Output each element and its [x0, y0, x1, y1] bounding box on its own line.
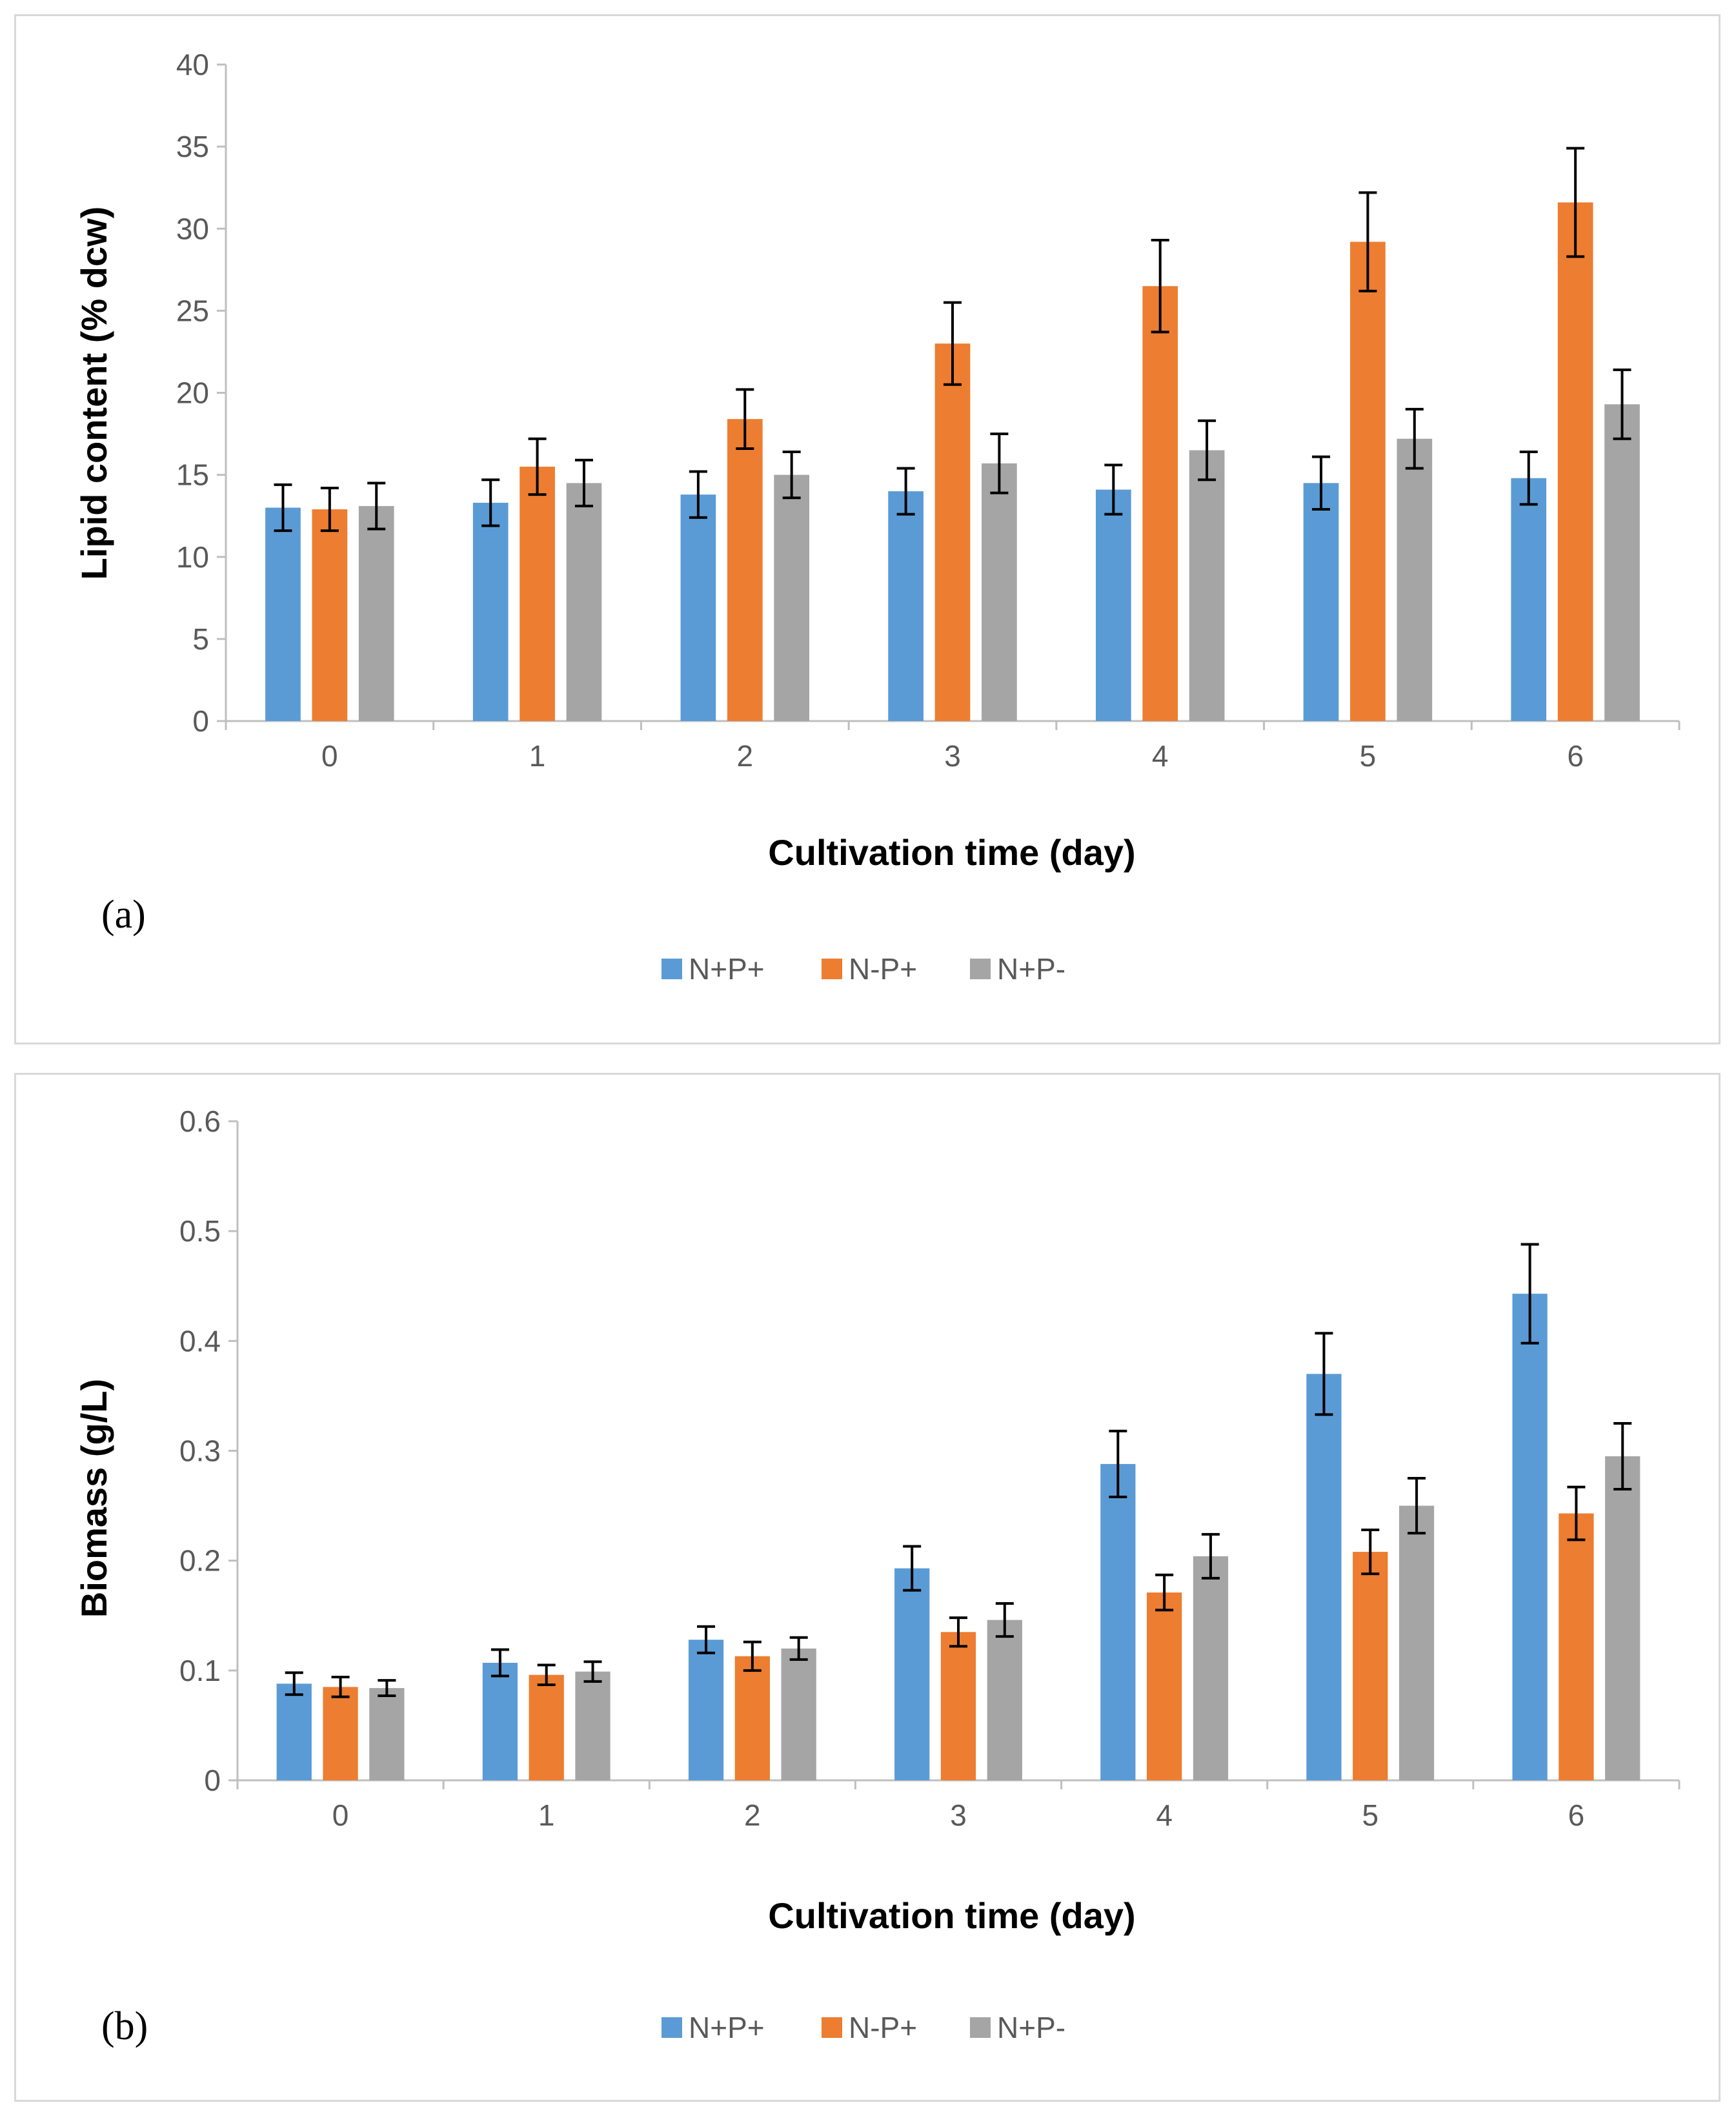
panel-label: (b)	[101, 2004, 148, 2048]
y-tick-label: 35	[176, 130, 209, 163]
y-tick-label: 10	[176, 540, 209, 574]
x-tick-label: 3	[950, 1798, 967, 1832]
x-tick-label: 2	[736, 739, 753, 773]
bar-npluspplus	[1100, 1463, 1136, 1780]
legend-label-n-plus-p-minus: N+P-	[997, 952, 1065, 986]
y-tick-label: 0.3	[179, 1434, 221, 1468]
bar-npluspplus	[1512, 1294, 1548, 1780]
bar-npluspplus	[888, 491, 924, 721]
bar-nminuspplus	[1147, 1592, 1182, 1780]
y-tick-label: 15	[176, 458, 209, 492]
y-tick-label: 0.2	[179, 1544, 221, 1578]
x-tick-label: 4	[1152, 739, 1169, 773]
legend: N+P+ N-P+ N+P-	[661, 2011, 1065, 2044]
x-axis-title: Cultivation time (day)	[768, 832, 1135, 873]
bar-npluspminus	[987, 1620, 1022, 1780]
chart-panel-a: 0 5 10 15 20 25 30 35 40 0 1 2 3 4 5 6 Cultivation time…	[14, 14, 1721, 1044]
x-tick-label: 5	[1360, 739, 1377, 773]
x-tick-label: 4	[1156, 1798, 1173, 1832]
y-tick-label: 20	[176, 376, 209, 410]
bar-npluspminus	[369, 1688, 405, 1780]
bar-npluspminus	[781, 1648, 816, 1780]
bar-npluspminus	[1605, 1456, 1640, 1780]
y-axis-title: Biomass (g/L)	[74, 1379, 114, 1618]
panel-label: (a)	[101, 893, 146, 937]
x-tick-label: 1	[538, 1798, 555, 1832]
y-tick-label: 40	[176, 48, 209, 81]
plot-area: 0 0.1 0.2 0.3 0.4 0.5 0.6 0 1 2 3 4 5 6	[179, 1104, 1680, 1832]
plot-area: 0 5 10 15 20 25 30 35 40 0 1 2 3 4 5 6	[176, 48, 1680, 773]
x-tick-label: 0	[321, 739, 338, 773]
y-tick-label: 0.5	[179, 1214, 221, 1248]
bar-npluspminus	[1398, 1505, 1435, 1780]
legend-label-n-plus-p-minus: N+P-	[997, 2011, 1065, 2044]
x-tick-label: 2	[744, 1798, 761, 1832]
bar-nminuspplus	[323, 1687, 358, 1780]
bar-nminuspplus	[940, 1632, 976, 1780]
legend-swatch-n-minus-p-plus	[822, 2017, 842, 2038]
bar-npluspplus	[472, 502, 509, 721]
bar-npluspplus	[1306, 1374, 1342, 1780]
y-tick-label: 0.4	[179, 1324, 221, 1358]
bar-npluspminus	[1604, 404, 1640, 721]
legend-label-n-p-plus: N+P+	[689, 952, 765, 986]
bar-npluspplus	[276, 1684, 312, 1780]
x-axis-title: Cultivation time (day)	[768, 1895, 1135, 1936]
bar-npluspminus	[1193, 1556, 1229, 1780]
y-tick-label: 25	[176, 294, 209, 327]
y-tick-label: 5	[192, 622, 209, 656]
y-tick-label: 0	[192, 704, 209, 738]
bar-npluspminus	[1397, 438, 1433, 721]
legend-swatch-n-plus-p-minus	[970, 959, 991, 979]
y-axis-title: Lipid content (% dcw)	[74, 207, 114, 580]
x-tick-label: 6	[1567, 739, 1584, 773]
legend-label-n-p-plus: N+P+	[689, 2011, 765, 2044]
legend-label-n-minus-p-plus: N-P+	[849, 2011, 917, 2044]
legend-swatch-n-minus-p-plus	[822, 959, 842, 979]
bar-nminuspplus	[1142, 286, 1178, 721]
bar-npluspplus	[482, 1662, 518, 1780]
legend-label-n-minus-p-plus: N-P+	[849, 952, 917, 986]
legend-swatch-n-p-plus	[661, 959, 682, 979]
bar-nminuspplus	[312, 509, 348, 721]
lipid-chart: 0 5 10 15 20 25 30 35 40 0 1 2 3 4 5 6 Cultivation time…	[74, 48, 1680, 986]
legend-swatch-n-p-plus	[661, 2017, 682, 2038]
bar-nminuspplus	[934, 343, 971, 721]
bar-npluspminus	[358, 505, 394, 721]
legend: N+P+ N-P+ N+P-	[661, 952, 1065, 986]
bar-npluspplus	[1511, 478, 1547, 721]
x-tick-label: 0	[332, 1798, 349, 1832]
bar-npluspminus	[982, 463, 1017, 721]
chart-panel-b: 0 0.1 0.2 0.3 0.4 0.5 0.6 0 1 2 3 4 5 6 Cultivation t…	[14, 1073, 1721, 2102]
bar-npluspplus	[265, 507, 301, 721]
legend-swatch-n-plus-p-minus	[970, 2017, 991, 2038]
y-tick-label: 0.6	[179, 1104, 221, 1138]
x-tick-label: 1	[529, 739, 546, 773]
bar-npluspminus	[774, 474, 810, 721]
y-tick-label: 0.1	[179, 1654, 221, 1687]
bar-npluspplus	[894, 1568, 930, 1780]
y-tick-label: 30	[176, 212, 209, 245]
bar-npluspplus	[1095, 489, 1131, 721]
bar-nminuspplus	[734, 1656, 770, 1780]
bar-nminuspplus	[520, 466, 555, 721]
bar-nminuspplus	[1350, 241, 1386, 722]
bar-nminuspplus	[1559, 1513, 1594, 1780]
y-tick-label: 0	[204, 1764, 221, 1797]
bar-npluspminus	[575, 1671, 611, 1780]
bar-nminuspplus	[1353, 1552, 1388, 1780]
bar-npluspplus	[680, 494, 716, 721]
bar-nminuspplus	[529, 1674, 564, 1780]
biomass-chart: 0 0.1 0.2 0.3 0.4 0.5 0.6 0 1 2 3 4 5 6 Cultivation t…	[74, 1104, 1680, 2048]
x-tick-label: 6	[1568, 1798, 1585, 1832]
bar-npluspminus	[566, 483, 602, 721]
bar-nminuspplus	[727, 419, 763, 721]
x-tick-label: 5	[1362, 1798, 1378, 1832]
bar-nminuspplus	[1557, 202, 1593, 721]
bar-npluspplus	[688, 1640, 724, 1780]
x-tick-label: 3	[944, 739, 961, 773]
bar-npluspplus	[1303, 483, 1339, 721]
bar-npluspminus	[1189, 450, 1225, 721]
